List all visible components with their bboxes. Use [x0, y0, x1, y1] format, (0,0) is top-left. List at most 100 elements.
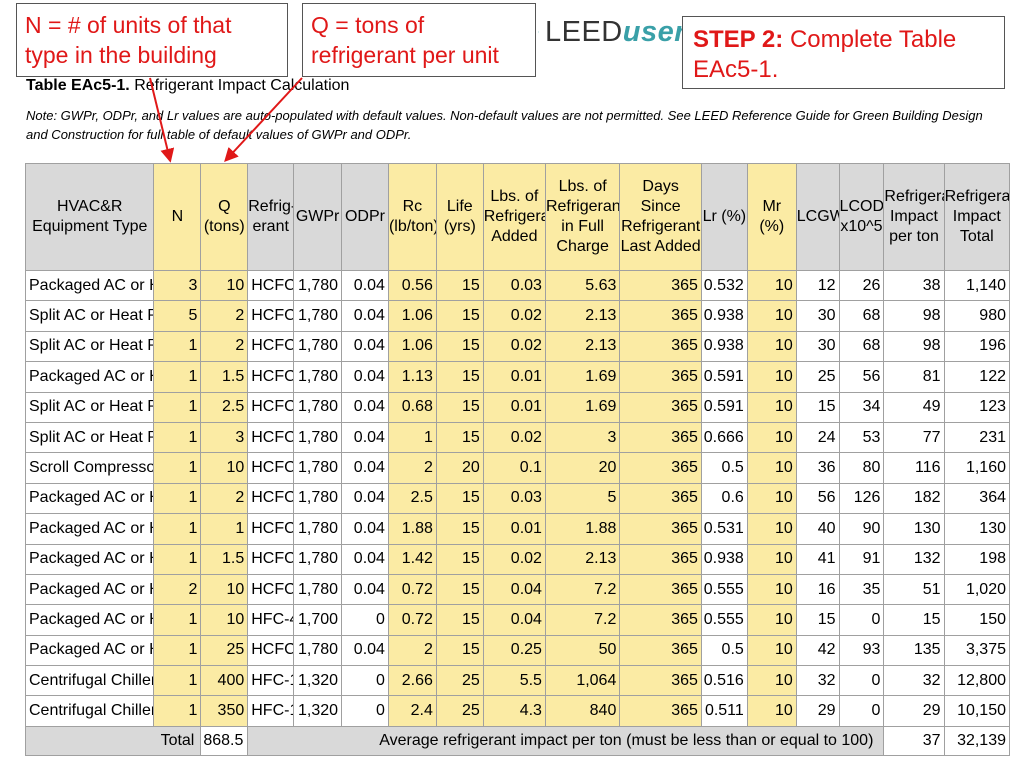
table-cell[interactable]: 1.69: [544, 361, 621, 393]
table-cell[interactable]: 1.69: [544, 391, 621, 423]
table-cell[interactable]: 7.2: [544, 573, 621, 606]
table-cell[interactable]: 365: [619, 543, 702, 575]
table-cell[interactable]: 15: [435, 543, 484, 575]
table-cell[interactable]: 365: [619, 604, 702, 636]
table-cell[interactable]: 20: [435, 452, 484, 484]
table-cell[interactable]: 10: [746, 543, 797, 575]
table-cell[interactable]: 2: [200, 300, 249, 332]
table-cell[interactable]: 0.01: [482, 361, 546, 393]
table-cell[interactable]: 25: [435, 695, 484, 727]
table-cell[interactable]: 1: [153, 634, 202, 667]
table-cell[interactable]: 0.01: [482, 513, 546, 545]
table-cell[interactable]: 2.4: [387, 695, 437, 727]
table-cell[interactable]: 15: [435, 573, 484, 606]
table-cell[interactable]: 15: [435, 330, 484, 363]
table-cell[interactable]: 2: [200, 330, 249, 363]
table-cell[interactable]: 10: [746, 665, 797, 697]
table-cell[interactable]: 15: [435, 269, 484, 302]
table-cell[interactable]: 10: [746, 482, 797, 515]
table-cell[interactable]: 20: [544, 452, 621, 484]
table-cell[interactable]: 365: [619, 665, 702, 697]
table-cell[interactable]: 1: [153, 695, 202, 727]
table-cell[interactable]: 350: [200, 695, 249, 727]
table-cell[interactable]: 50: [544, 634, 621, 667]
table-cell[interactable]: 1.06: [387, 300, 437, 332]
table-cell[interactable]: 10: [746, 269, 797, 302]
table-cell[interactable]: 2.13: [544, 300, 621, 332]
table-cell[interactable]: 0.68: [387, 391, 437, 423]
table-cell[interactable]: 25: [435, 665, 484, 697]
table-cell[interactable]: 1.88: [387, 513, 437, 545]
table-cell[interactable]: 10: [200, 573, 249, 606]
table-cell[interactable]: 15: [435, 634, 484, 667]
table-cell[interactable]: 1.5: [200, 361, 249, 393]
table-cell[interactable]: 365: [619, 421, 702, 454]
table-cell[interactable]: 2: [387, 634, 437, 667]
table-cell[interactable]: 2: [387, 452, 437, 484]
table-cell[interactable]: 1: [153, 391, 202, 423]
table-cell[interactable]: 10: [746, 421, 797, 454]
table-cell[interactable]: 1: [153, 330, 202, 363]
table-cell[interactable]: 15: [435, 421, 484, 454]
table-cell[interactable]: 2: [200, 482, 249, 515]
table-cell[interactable]: 365: [619, 573, 702, 606]
table-cell[interactable]: 365: [619, 330, 702, 363]
table-cell[interactable]: 15: [435, 361, 484, 393]
table-cell[interactable]: 25: [200, 634, 249, 667]
table-cell[interactable]: 1.42: [387, 543, 437, 575]
table-cell[interactable]: 0.56: [387, 269, 437, 302]
table-cell[interactable]: 1: [153, 665, 202, 697]
table-cell[interactable]: 1.13: [387, 361, 437, 393]
table-cell[interactable]: 0.03: [482, 269, 546, 302]
table-cell[interactable]: 1: [153, 361, 202, 393]
table-cell[interactable]: 5.5: [482, 665, 546, 697]
table-cell[interactable]: 2.5: [200, 391, 249, 423]
table-cell[interactable]: 10: [746, 513, 797, 545]
table-cell[interactable]: 7.2: [544, 604, 621, 636]
table-cell[interactable]: 15: [435, 300, 484, 332]
table-cell[interactable]: 10: [200, 452, 249, 484]
table-cell[interactable]: 1,064: [544, 665, 621, 697]
table-cell[interactable]: 365: [619, 482, 702, 515]
table-cell[interactable]: 365: [619, 452, 702, 484]
table-cell[interactable]: 10: [746, 330, 797, 363]
table-cell[interactable]: 2.5: [387, 482, 437, 515]
table-cell[interactable]: 1.5: [200, 543, 249, 575]
table-cell[interactable]: 0.02: [482, 421, 546, 454]
table-cell[interactable]: 1: [153, 543, 202, 575]
table-cell[interactable]: 2.13: [544, 330, 621, 363]
table-cell[interactable]: 10: [746, 604, 797, 636]
table-cell[interactable]: 840: [544, 695, 621, 727]
table-cell[interactable]: 365: [619, 391, 702, 423]
table-cell[interactable]: 365: [619, 695, 702, 727]
table-cell[interactable]: 1: [387, 421, 437, 454]
table-cell[interactable]: 4.3: [482, 695, 546, 727]
table-cell[interactable]: 1: [153, 482, 202, 515]
table-cell[interactable]: 2: [153, 573, 202, 606]
table-cell[interactable]: 0.25: [482, 634, 546, 667]
table-cell[interactable]: 10: [746, 452, 797, 484]
table-cell[interactable]: 0.1: [482, 452, 546, 484]
table-cell[interactable]: 5.63: [544, 269, 621, 302]
table-cell[interactable]: 1.06: [387, 330, 437, 363]
table-cell[interactable]: 2.13: [544, 543, 621, 575]
table-cell[interactable]: 0.02: [482, 543, 546, 575]
table-cell[interactable]: 10: [746, 391, 797, 423]
table-cell[interactable]: 15: [435, 604, 484, 636]
table-cell[interactable]: 10: [200, 269, 249, 302]
table-cell[interactable]: 10: [746, 300, 797, 332]
table-cell[interactable]: 5: [544, 482, 621, 515]
table-cell[interactable]: 1: [200, 513, 249, 545]
table-cell[interactable]: 365: [619, 269, 702, 302]
table-cell[interactable]: 0.04: [482, 573, 546, 606]
table-cell[interactable]: 15: [435, 482, 484, 515]
table-cell[interactable]: 3: [200, 421, 249, 454]
table-cell[interactable]: 365: [619, 300, 702, 332]
table-cell[interactable]: 0.03: [482, 482, 546, 515]
table-cell[interactable]: 10: [746, 361, 797, 393]
table-cell[interactable]: 0.02: [482, 330, 546, 363]
table-cell[interactable]: 10: [746, 695, 797, 727]
table-cell[interactable]: 5: [153, 300, 202, 332]
table-cell[interactable]: 0.01: [482, 391, 546, 423]
table-cell[interactable]: 2.66: [387, 665, 437, 697]
